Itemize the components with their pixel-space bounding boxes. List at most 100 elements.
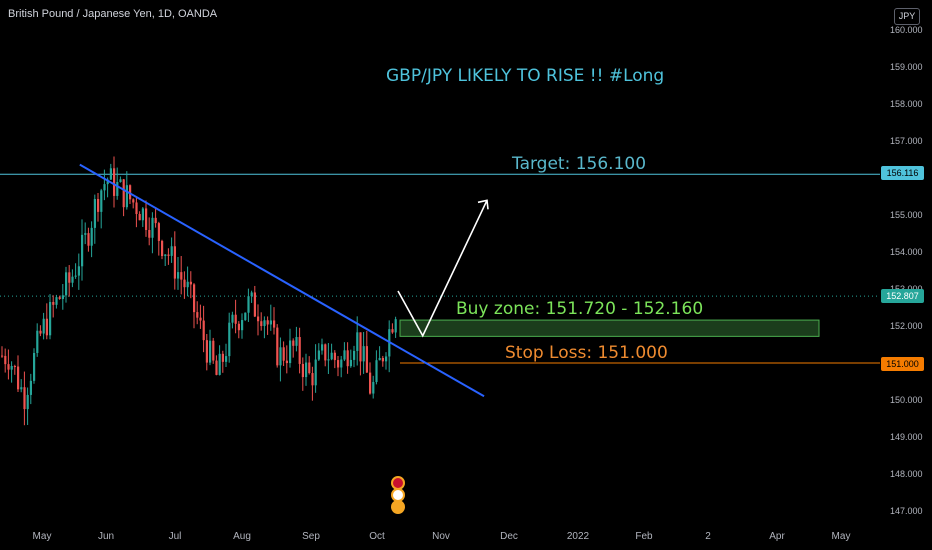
candle-body — [138, 214, 141, 221]
candle-body — [209, 340, 212, 363]
x-tick-label: Sep — [302, 531, 320, 542]
candle-body — [39, 330, 42, 334]
drawing-overlays — [79, 163, 489, 398]
candle-body — [340, 359, 343, 368]
y-tick-label: 160.000 — [890, 25, 923, 35]
candle-body — [148, 229, 151, 238]
candle-body — [324, 344, 327, 361]
candle-body — [145, 208, 148, 230]
candle-body — [273, 320, 276, 328]
candle-body — [314, 359, 317, 386]
events-icon[interactable] — [391, 500, 405, 514]
candle-body — [250, 292, 253, 297]
candle-body — [141, 208, 144, 221]
candle-body — [295, 337, 298, 346]
candle-body — [170, 246, 173, 256]
x-tick-label: Aug — [233, 531, 251, 542]
candle-body — [327, 359, 330, 361]
y-tick-label: 148.000 — [890, 469, 923, 479]
candle-body — [109, 168, 112, 180]
target-annotation[interactable]: Target: 156.100 — [512, 154, 647, 174]
candle-body — [71, 276, 74, 283]
candle-body — [266, 320, 269, 325]
candle-body — [164, 254, 167, 257]
symbol-title[interactable]: British Pound / Japanese Yen, 1D, OANDA — [8, 8, 218, 20]
candle-body — [298, 337, 301, 364]
candle-body — [29, 380, 32, 395]
candle-body — [330, 352, 333, 360]
candle-body — [378, 357, 381, 361]
y-tick-label: 157.000 — [890, 136, 923, 146]
candle-body — [228, 322, 231, 357]
x-tick-label: May — [32, 531, 52, 542]
candle-body — [269, 320, 272, 325]
arrow-head-icon — [477, 199, 489, 210]
candle-body — [308, 362, 311, 374]
candle-body — [81, 234, 84, 267]
candle-body — [177, 272, 180, 279]
candle-body — [212, 340, 215, 361]
candle-body — [157, 223, 160, 241]
candle-body — [276, 327, 279, 366]
candle-body — [17, 366, 20, 390]
target-price-tag: 156.116 — [881, 166, 924, 180]
x-tick-label: May — [831, 531, 851, 542]
candle-body — [282, 347, 285, 361]
candle-body — [253, 292, 256, 317]
candle-body — [349, 359, 352, 367]
candle-body — [154, 217, 157, 224]
headline-annotation[interactable]: GBP/JPY LIKELY TO RISE !! #Long — [386, 66, 665, 86]
y-tick-label: 154.000 — [890, 247, 923, 257]
candle-body — [129, 185, 132, 200]
candle-body — [119, 179, 122, 183]
x-tick-label: Jun — [97, 531, 115, 542]
x-tick-label: Dec — [500, 531, 518, 542]
candle-body — [186, 281, 189, 288]
last-price-tag: 152.807 — [881, 289, 924, 303]
candle-body — [183, 279, 186, 288]
candle-body — [4, 355, 7, 365]
candle-body — [116, 182, 119, 196]
candle-body — [42, 318, 45, 334]
candle-body — [311, 373, 314, 386]
candle-body — [193, 284, 196, 313]
candle-body — [52, 301, 55, 305]
candle-body — [68, 272, 71, 283]
candle-body — [122, 179, 125, 208]
candle-body — [45, 318, 48, 336]
y-tick-label: 147.000 — [890, 506, 923, 516]
candle-body — [353, 350, 356, 360]
candle-body — [241, 320, 244, 331]
candle-body — [26, 394, 29, 410]
candle-body — [231, 314, 234, 323]
x-tick-label: Feb — [635, 531, 653, 542]
candle-body — [135, 202, 138, 215]
x-tick-label: Nov — [432, 531, 450, 542]
y-tick-label: 155.000 — [890, 210, 923, 220]
y-tick-label: 158.000 — [890, 99, 923, 109]
candle-body — [58, 297, 61, 299]
candle-body — [317, 350, 320, 360]
stop-loss-annotation[interactable]: Stop Loss: 151.000 — [505, 343, 668, 363]
candle-body — [90, 227, 93, 246]
candle-body — [225, 356, 228, 362]
candle-body — [20, 387, 23, 390]
candle-body — [385, 356, 388, 362]
candle-body — [372, 381, 375, 394]
candle-body — [1, 355, 4, 357]
currency-badge[interactable]: JPY — [894, 8, 920, 25]
candle-body — [343, 350, 346, 360]
candle-body — [180, 272, 183, 280]
y-tick-label: 150.000 — [890, 395, 923, 405]
candle-body — [356, 332, 359, 351]
candle-body — [103, 184, 106, 191]
candle-body — [305, 362, 308, 378]
y-tick-label: 152.000 — [890, 321, 923, 331]
candle-body — [167, 254, 170, 256]
buy-zone-annotation[interactable]: Buy zone: 151.720 - 152.160 — [456, 299, 704, 319]
candle-body — [337, 360, 340, 368]
candle-body — [394, 319, 397, 333]
candle-body — [65, 272, 68, 296]
x-tick-label: Jul — [168, 531, 182, 542]
